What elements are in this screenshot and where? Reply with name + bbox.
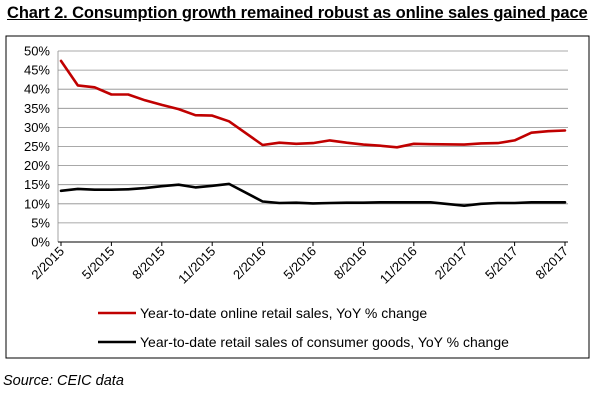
x-tick-label: 8/2015: [129, 244, 168, 283]
x-tick-label: 5/2016: [280, 244, 319, 283]
series-line-online-retail: [59, 59, 567, 149]
y-tick-label: 0%: [31, 235, 50, 250]
x-tick-label: 5/2017: [482, 244, 521, 283]
x-tick-label: 8/2016: [331, 244, 370, 283]
x-tick-label: 2/2016: [230, 244, 269, 283]
y-axis: 0% 5% 10% 15% 20% 25% 30% 35% 40% 45% 50%: [24, 44, 50, 250]
y-tick-label: 40%: [24, 82, 50, 97]
series-lines: [59, 59, 567, 207]
y-tick-label: 35%: [24, 101, 50, 116]
x-tick-label: 8/2017: [532, 244, 571, 283]
source-note: Source: CEIC data: [3, 373, 124, 389]
y-tick-label: 5%: [31, 215, 50, 230]
y-tick-label: 20%: [24, 158, 50, 173]
y-tick-label: 50%: [24, 44, 50, 59]
y-tick-label: 45%: [24, 63, 50, 78]
y-tick-label: 30%: [24, 120, 50, 135]
x-tick-label: 11/2016: [377, 244, 420, 287]
x-tick-label: 11/2015: [175, 244, 218, 287]
grid: [57, 50, 568, 243]
legend-label: Year-to-date retail sales of consumer go…: [140, 334, 509, 350]
x-tick-label: 2/2017: [432, 244, 471, 283]
y-tick-label: 15%: [24, 177, 50, 192]
y-tick-label: 10%: [24, 196, 50, 211]
y-tick-label: 25%: [24, 139, 50, 154]
x-tick-label: 5/2015: [79, 244, 118, 283]
chart-title: Chart 2. Consumption growth remained rob…: [7, 4, 588, 22]
series-line-consumer-goods: [59, 182, 567, 207]
legend-label: Year-to-date online retail sales, YoY % …: [140, 305, 427, 321]
legend: Year-to-date online retail sales, YoY % …: [98, 305, 509, 350]
x-axis: 2/2015 5/2015 8/2015 11/2015 2/2016 5/2016 8/2…: [28, 241, 571, 287]
chart-frame: [5, 35, 590, 359]
